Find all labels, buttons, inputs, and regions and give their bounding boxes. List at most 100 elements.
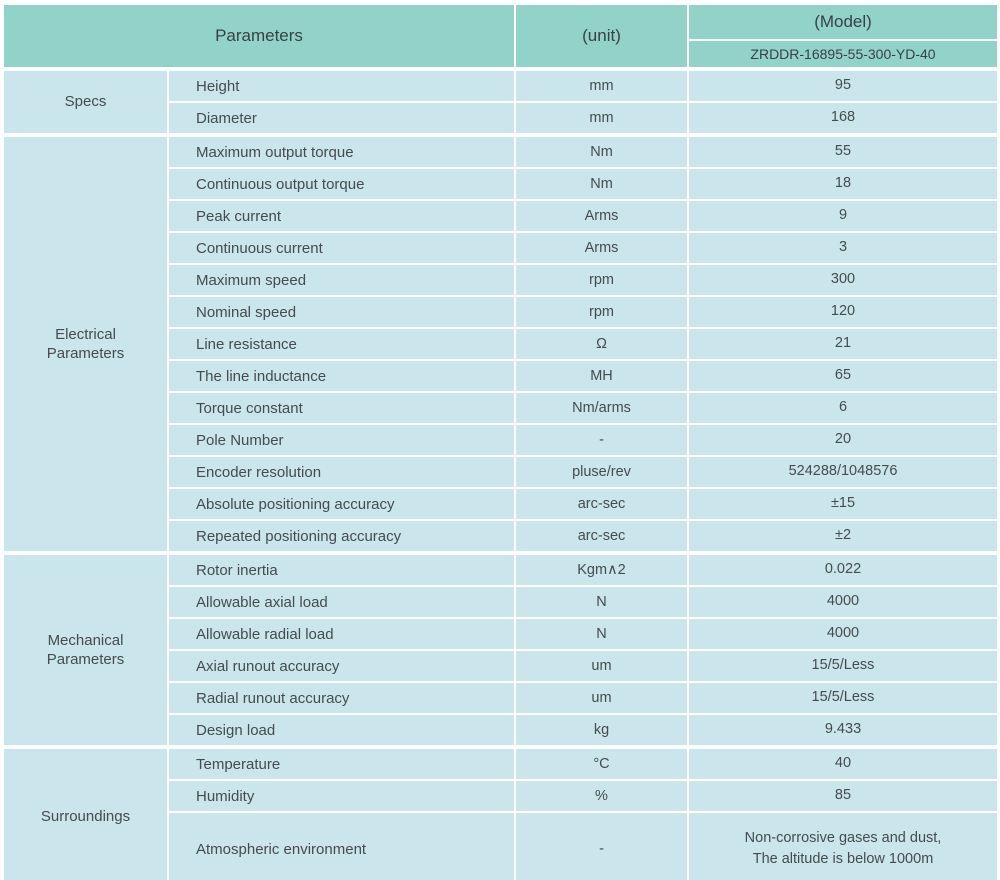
param-cell: Axial runout accuracy xyxy=(167,649,516,683)
param-cell: Rotor inertia xyxy=(167,551,516,587)
param-cell: Repeated positioning accuracy xyxy=(167,519,516,554)
value-cell: 65 xyxy=(687,359,999,393)
value-cell: 95 xyxy=(687,67,999,103)
value-cell: 4000 xyxy=(687,585,999,619)
unit-cell: mm xyxy=(514,101,689,136)
model-number: ZRDDR-16895-55-300-YD-40 xyxy=(687,39,999,71)
table-row: Torque constant Nm/arms 6 xyxy=(3,391,999,425)
param-cell: Continuous current xyxy=(167,231,516,265)
table-row: Specs Height mm 95 xyxy=(2,67,999,136)
param-cell: Diameter xyxy=(167,101,516,136)
unit-cell: - xyxy=(514,811,689,880)
table-row: Diameter mm 168 xyxy=(3,101,999,136)
unit-cell: - xyxy=(514,423,689,457)
value-cell: ±2 xyxy=(687,519,999,554)
param-cell: Absolute positioning accuracy xyxy=(167,487,516,521)
param-cell: Peak current xyxy=(167,199,516,233)
param-cell: Torque constant xyxy=(167,391,516,425)
section-label: Surroundings xyxy=(2,745,169,880)
unit-cell: arc-sec xyxy=(514,519,689,554)
unit-cell: um xyxy=(514,681,689,715)
table-row: Atmospheric environment - Non-corrosive … xyxy=(3,811,999,880)
table-row: Continuous output torque Nm 18 xyxy=(3,167,999,201)
unit-cell: Arms xyxy=(514,199,689,233)
value-cell: 4000 xyxy=(687,617,999,651)
col-header-model: (Model) xyxy=(687,3,999,41)
param-cell: Allowable radial load xyxy=(167,617,516,651)
value-cell: ±15 xyxy=(687,487,999,521)
unit-cell: Nm xyxy=(514,167,689,201)
table-row: The line inductance MH 65 xyxy=(3,359,999,393)
table-row: Mechanical Parameters Rotor inertia Kgm∧… xyxy=(2,551,999,748)
param-cell: Continuous output torque xyxy=(167,167,516,201)
value-cell: 168 xyxy=(687,101,999,136)
value-cell: 0.022 xyxy=(687,551,999,587)
value-cell: 9 xyxy=(687,199,999,233)
col-header-unit: (unit) xyxy=(514,3,689,71)
section-label: Specs xyxy=(2,67,169,136)
unit-cell: Arms xyxy=(514,231,689,265)
param-cell: Radial runout accuracy xyxy=(167,681,516,715)
value-cell: 524288/1048576 xyxy=(687,455,999,489)
value-cell: 6 xyxy=(687,391,999,425)
param-cell: Humidity xyxy=(167,779,516,813)
value-cell: 21 xyxy=(687,327,999,361)
col-header-parameters: Parameters xyxy=(2,3,516,71)
header-model-row: ZRDDR-16895-55-300-YD-40 xyxy=(3,39,999,71)
unit-cell: Nm/arms xyxy=(514,391,689,425)
unit-cell: Nm xyxy=(514,133,689,169)
param-cell: Pole Number xyxy=(167,423,516,457)
param-cell: Encoder resolution xyxy=(167,455,516,489)
unit-cell: % xyxy=(514,779,689,813)
unit-cell: rpm xyxy=(514,295,689,329)
section-specs: Specs Height mm 95 Diameter mm 168 xyxy=(2,67,999,136)
section-mechanical: Mechanical Parameters Rotor inertia Kgm∧… xyxy=(2,551,999,748)
value-cell: 9.433 xyxy=(687,713,999,748)
value-cell: 18 xyxy=(687,167,999,201)
unit-cell: mm xyxy=(514,67,689,103)
value-cell: 120 xyxy=(687,295,999,329)
header-row: Parameters (unit) (Model) xyxy=(2,3,999,71)
param-cell: Design load xyxy=(167,713,516,748)
table-row: Axial runout accuracy um 15/5/Less xyxy=(3,649,999,683)
unit-cell: Kgm∧2 xyxy=(514,551,689,587)
section-electrical: Electrical Parameters Maximum output tor… xyxy=(2,133,999,554)
param-cell: Temperature xyxy=(167,745,516,781)
param-cell: Maximum speed xyxy=(167,263,516,297)
table-row: Nominal speed rpm 120 xyxy=(3,295,999,329)
table-row: Maximum speed rpm 300 xyxy=(3,263,999,297)
value-cell: 15/5/Less xyxy=(687,649,999,683)
param-cell: Nominal speed xyxy=(167,295,516,329)
table-row: Pole Number - 20 xyxy=(3,423,999,457)
unit-cell: MH xyxy=(514,359,689,393)
value-cell: 15/5/Less xyxy=(687,681,999,715)
table-row: Line resistance Ω 21 xyxy=(3,327,999,361)
unit-cell: °C xyxy=(514,745,689,781)
param-cell: Maximum output torque xyxy=(167,133,516,169)
table-row: Radial runout accuracy um 15/5/Less xyxy=(3,681,999,715)
value-cell: 300 xyxy=(687,263,999,297)
unit-cell: rpm xyxy=(514,263,689,297)
spec-table: Parameters (unit) (Model) ZRDDR-16895-55… xyxy=(2,3,999,880)
unit-cell: pluse/rev xyxy=(514,455,689,489)
table-row: Allowable radial load N 4000 xyxy=(3,617,999,651)
table-row: Absolute positioning accuracy arc-sec ±1… xyxy=(3,487,999,521)
unit-cell: Ω xyxy=(514,327,689,361)
table-row: Electrical Parameters Maximum output tor… xyxy=(2,133,999,554)
table-row: Design load kg 9.433 xyxy=(3,713,999,748)
unit-cell: um xyxy=(514,649,689,683)
unit-cell: N xyxy=(514,585,689,619)
value-cell: 55 xyxy=(687,133,999,169)
section-surroundings: Surroundings Temperature °C 40 Humidity … xyxy=(2,745,999,880)
value-cell: 3 xyxy=(687,231,999,265)
value-cell: 20 xyxy=(687,423,999,457)
value-cell: 40 xyxy=(687,745,999,781)
value-cell: 85 xyxy=(687,779,999,813)
value-cell: Non-corrosive gases and dust, The altitu… xyxy=(687,811,999,880)
table-row: Allowable axial load N 4000 xyxy=(3,585,999,619)
table-row: Encoder resolution pluse/rev 524288/1048… xyxy=(3,455,999,489)
param-cell: Allowable axial load xyxy=(167,585,516,619)
unit-cell: kg xyxy=(514,713,689,748)
section-label: Mechanical Parameters xyxy=(2,551,169,748)
